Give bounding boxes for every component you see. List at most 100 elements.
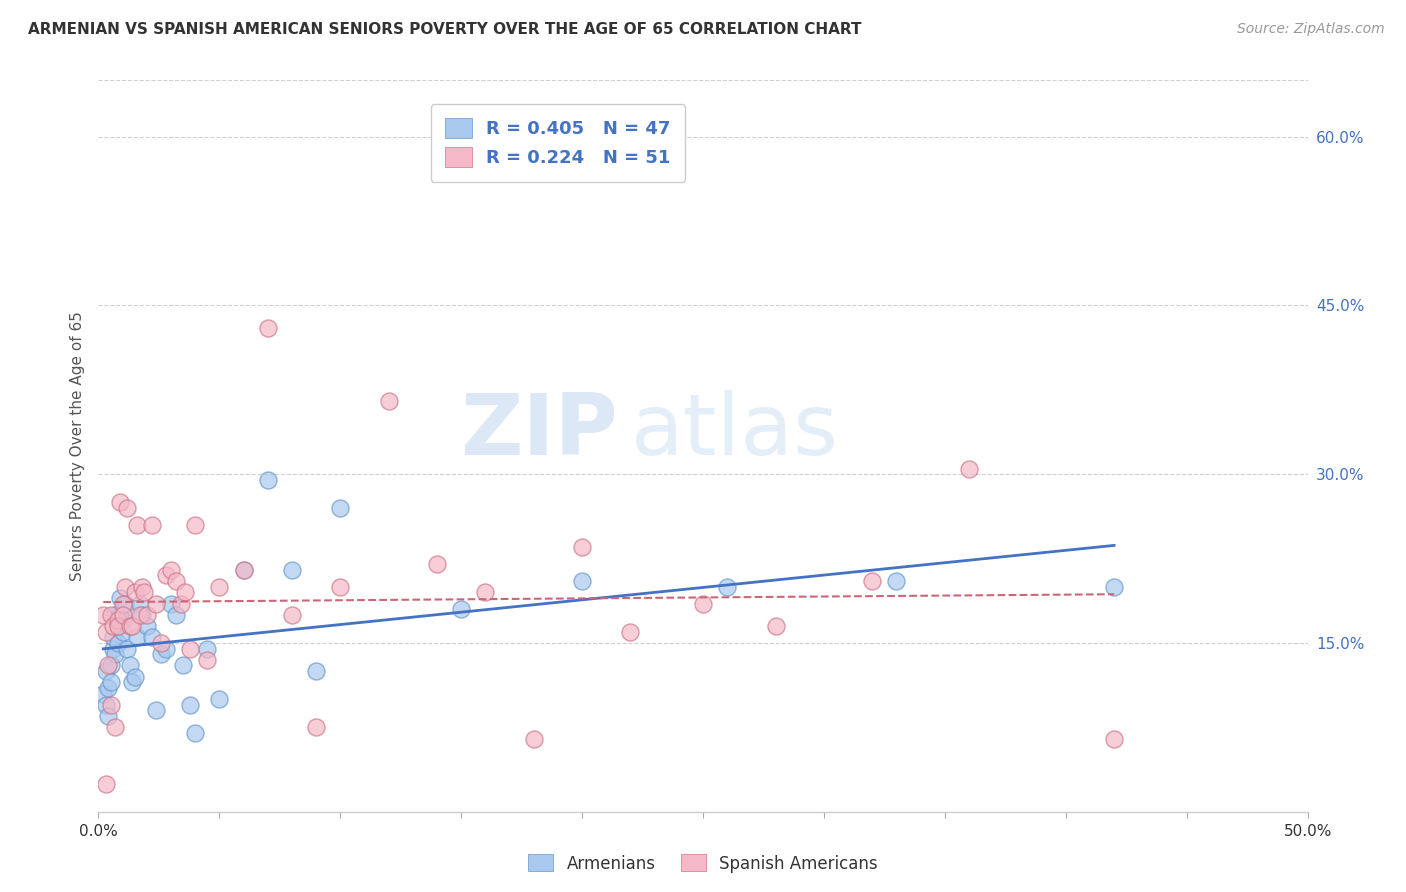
Point xyxy=(179,698,201,712)
Point xyxy=(619,624,641,639)
Point xyxy=(150,636,173,650)
Point xyxy=(134,585,156,599)
Point xyxy=(101,641,124,656)
Point xyxy=(256,473,278,487)
Point xyxy=(305,664,328,678)
Point xyxy=(165,574,187,588)
Point xyxy=(195,653,218,667)
Point xyxy=(145,597,167,611)
Point xyxy=(94,624,117,639)
Point xyxy=(104,647,127,661)
Point xyxy=(426,557,449,571)
Point xyxy=(127,630,149,644)
Point xyxy=(128,607,150,622)
Point xyxy=(124,670,146,684)
Point xyxy=(135,607,157,622)
Point xyxy=(104,607,127,622)
Point xyxy=(281,607,304,622)
Point xyxy=(281,563,304,577)
Point xyxy=(172,658,194,673)
Point xyxy=(716,580,738,594)
Point xyxy=(107,636,129,650)
Point xyxy=(232,563,254,577)
Point xyxy=(97,709,120,723)
Point xyxy=(117,500,139,515)
Point xyxy=(377,394,399,409)
Text: ARMENIAN VS SPANISH AMERICAN SENIORS POVERTY OVER THE AGE OF 65 CORRELATION CHAR: ARMENIAN VS SPANISH AMERICAN SENIORS POV… xyxy=(28,22,862,37)
Point xyxy=(135,619,157,633)
Point xyxy=(94,698,117,712)
Point xyxy=(860,574,883,588)
Point xyxy=(121,619,143,633)
Point xyxy=(765,619,787,633)
Point xyxy=(107,614,129,628)
Point xyxy=(128,597,150,611)
Point xyxy=(179,641,201,656)
Point xyxy=(141,517,163,532)
Point xyxy=(111,614,134,628)
Point xyxy=(101,630,124,644)
Text: ZIP: ZIP xyxy=(461,390,619,473)
Point xyxy=(184,517,207,532)
Point xyxy=(256,321,278,335)
Point xyxy=(232,563,254,577)
Point xyxy=(169,597,191,611)
Point xyxy=(97,658,120,673)
Point xyxy=(886,574,908,588)
Point xyxy=(692,597,714,611)
Point xyxy=(141,630,163,644)
Point xyxy=(450,602,472,616)
Point xyxy=(155,568,177,582)
Point xyxy=(101,619,124,633)
Point xyxy=(118,619,141,633)
Point xyxy=(100,658,122,673)
Point xyxy=(108,591,131,605)
Point xyxy=(131,607,153,622)
Legend: R = 0.405   N = 47, R = 0.224   N = 51: R = 0.405 N = 47, R = 0.224 N = 51 xyxy=(430,104,685,182)
Legend: Armenians, Spanish Americans: Armenians, Spanish Americans xyxy=(522,847,884,880)
Point xyxy=(131,580,153,594)
Point xyxy=(208,692,231,706)
Point xyxy=(97,681,120,695)
Point xyxy=(165,607,187,622)
Point xyxy=(118,658,141,673)
Point xyxy=(957,461,980,475)
Point xyxy=(114,597,136,611)
Point xyxy=(94,776,117,790)
Point xyxy=(571,541,593,555)
Point xyxy=(111,624,134,639)
Point xyxy=(124,585,146,599)
Point xyxy=(107,619,129,633)
Point xyxy=(474,585,496,599)
Point xyxy=(145,703,167,717)
Point xyxy=(94,664,117,678)
Point xyxy=(160,597,183,611)
Point xyxy=(104,720,127,734)
Text: Source: ZipAtlas.com: Source: ZipAtlas.com xyxy=(1237,22,1385,37)
Point xyxy=(305,720,328,734)
Point xyxy=(100,675,122,690)
Y-axis label: Seniors Poverty Over the Age of 65: Seniors Poverty Over the Age of 65 xyxy=(69,311,84,581)
Point xyxy=(111,607,134,622)
Point xyxy=(174,585,197,599)
Point xyxy=(100,607,122,622)
Point xyxy=(127,517,149,532)
Point xyxy=(1102,731,1125,746)
Point xyxy=(108,607,131,622)
Point xyxy=(160,563,183,577)
Point xyxy=(91,607,114,622)
Point xyxy=(91,687,114,701)
Point xyxy=(329,580,352,594)
Point xyxy=(523,731,546,746)
Text: atlas: atlas xyxy=(630,390,838,473)
Point xyxy=(155,641,177,656)
Point xyxy=(150,647,173,661)
Point xyxy=(117,641,139,656)
Point xyxy=(329,500,352,515)
Point xyxy=(184,726,207,740)
Point xyxy=(571,574,593,588)
Point xyxy=(107,619,129,633)
Point xyxy=(1102,580,1125,594)
Point xyxy=(195,641,218,656)
Point xyxy=(114,580,136,594)
